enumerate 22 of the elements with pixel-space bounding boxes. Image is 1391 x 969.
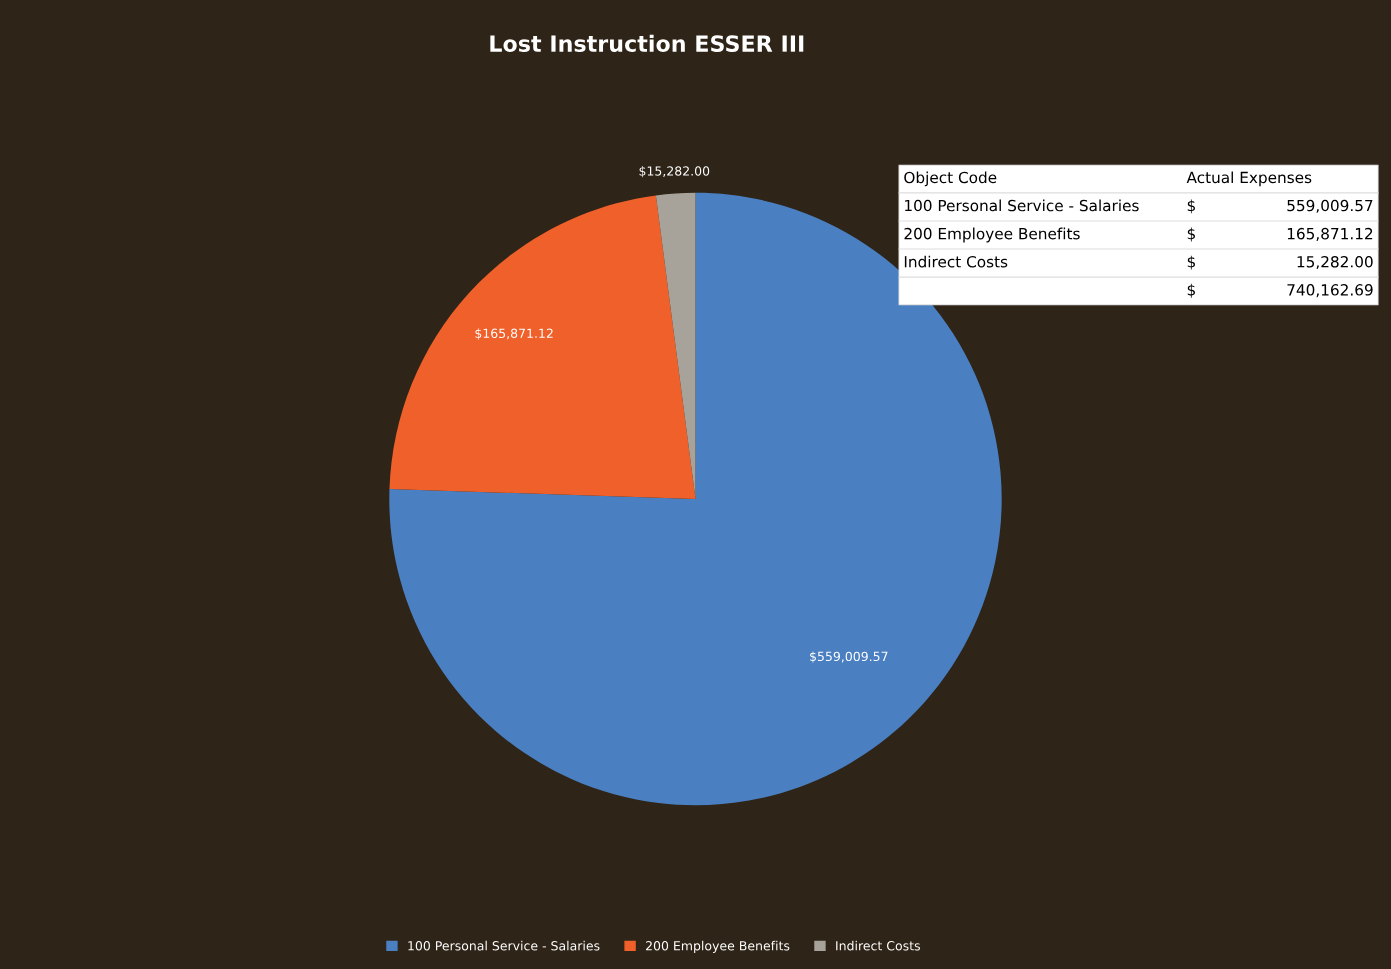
data-label: $15,282.00	[639, 166, 710, 178]
legend-label: 100 Personal Service - Salaries	[408, 940, 600, 951]
text: 740,162.69	[1287, 284, 1373, 298]
pie-slice	[389, 195, 696, 500]
pie-slice	[655, 192, 696, 500]
text: 15,282.00	[1297, 255, 1373, 270]
legend-label: Indirect Costs	[836, 940, 920, 951]
slice-label: 100 Personal Service - Salaries	[905, 199, 1139, 212]
chart-title: Lost Instruction ESSER III	[490, 34, 804, 52]
legend-label: 200 Employee Benefits	[646, 940, 790, 953]
text: $	[1187, 227, 1195, 242]
text: $	[1187, 199, 1195, 214]
data-label: $559,009.57	[810, 651, 888, 663]
text: Actual Expenses	[1186, 171, 1312, 187]
category-label: Indirect Costs	[904, 255, 1008, 268]
text: $	[1187, 255, 1195, 270]
text: Object Code	[904, 171, 997, 187]
category-label: 200 Employee Benefits	[904, 227, 1080, 243]
data-label: $165,871.12	[475, 328, 553, 340]
text: 165,871.12	[1287, 227, 1373, 241]
text: $	[1187, 283, 1195, 298]
text: 559,009.57	[1287, 199, 1373, 213]
